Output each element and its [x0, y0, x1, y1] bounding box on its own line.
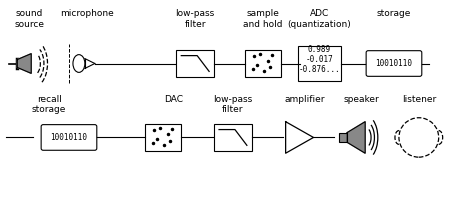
Text: sound
source: sound source [14, 9, 44, 29]
Text: amplifier: amplifier [284, 95, 325, 104]
Polygon shape [347, 122, 365, 153]
Text: microphone: microphone [60, 9, 114, 18]
Text: 10010110: 10010110 [50, 133, 87, 142]
Text: low-pass
filter: low-pass filter [213, 95, 253, 114]
Text: listener: listener [402, 95, 436, 104]
Text: DAC: DAC [164, 95, 183, 104]
Bar [214, 124, 252, 151]
Text: recall
storage: recall storage [32, 95, 66, 114]
Text: 10010110: 10010110 [376, 59, 413, 68]
Text: ADC
(quantization): ADC (quantization) [288, 9, 352, 29]
Bar [298, 46, 341, 81]
Text: low-pass
filter: low-pass filter [176, 9, 215, 29]
Text: speaker: speaker [343, 95, 379, 104]
Polygon shape [17, 54, 31, 73]
Bar [245, 50, 281, 77]
Bar [176, 50, 214, 77]
Text: sample
and hold: sample and hold [243, 9, 283, 29]
Text: storage: storage [377, 9, 411, 18]
Bar [339, 132, 347, 142]
FancyBboxPatch shape [366, 51, 422, 76]
Bar [145, 124, 181, 151]
Text: 0.989
-0.017
-0.876...: 0.989 -0.017 -0.876... [299, 45, 340, 74]
FancyBboxPatch shape [41, 125, 97, 150]
